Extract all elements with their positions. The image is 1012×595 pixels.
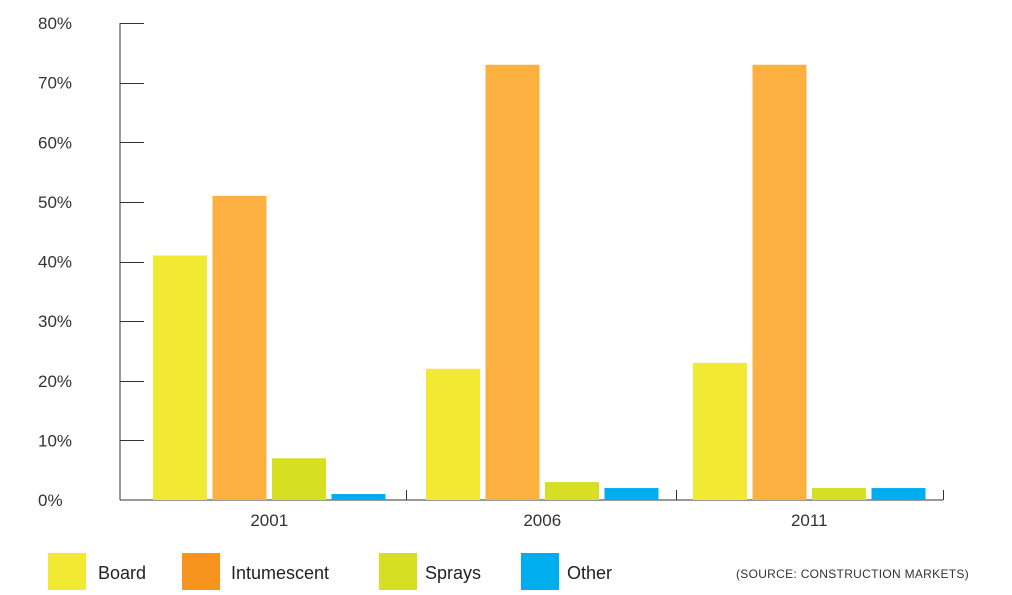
bar-intumescent-2006 <box>485 64 540 501</box>
legend-swatch <box>48 553 86 591</box>
y-tick-label: 80% <box>38 14 72 33</box>
bar-other-2001 <box>331 494 386 500</box>
bar-other-2011 <box>871 488 926 500</box>
y-tick-label: 40% <box>38 253 72 272</box>
x-tick-label: 2011 <box>791 511 828 530</box>
legend-swatch <box>182 553 220 591</box>
bar-sprays-2011 <box>812 488 866 500</box>
bars <box>153 64 926 501</box>
bar-intumescent-2001 <box>212 195 267 500</box>
legend-label: Sprays <box>425 563 481 583</box>
legend-item-intumescent: Intumescent <box>182 553 329 591</box>
y-tick-label: 60% <box>38 133 72 152</box>
bar-board-2011 <box>693 362 747 500</box>
legend-label: Other <box>567 563 612 583</box>
bar-board-2001 <box>153 255 207 500</box>
legend-label: Board <box>98 563 146 583</box>
legend-item-sprays: Sprays <box>379 553 481 591</box>
y-tick-label: 20% <box>38 372 72 391</box>
x-tick-label: 2001 <box>250 511 288 530</box>
y-tick-label: 10% <box>38 431 72 450</box>
source-note: (SOURCE: CONSTRUCTION MARKETS) <box>736 567 969 581</box>
legend-item-board: Board <box>48 553 146 591</box>
legend-label: Intumescent <box>231 563 329 583</box>
legend: Board Intumescent Sprays Other <box>48 553 612 591</box>
bar-sprays-2001 <box>272 458 326 500</box>
y-tick-label: 50% <box>38 193 72 212</box>
bar-other-2006 <box>604 488 659 500</box>
bar-board-2006 <box>426 368 480 500</box>
axis-labels: 0% 10% 20% 30% 40% 50% 60% 70% 80% 2001 2006 2011 <box>38 14 828 530</box>
bar-intumescent-2011 <box>752 64 807 501</box>
y-tick-label: 70% <box>38 74 72 93</box>
bar-sprays-2006 <box>545 482 599 500</box>
y-tick-label: 0% <box>38 491 63 510</box>
legend-swatch <box>521 553 559 591</box>
x-tick-label: 2006 <box>523 511 561 530</box>
y-tick-label: 30% <box>38 312 72 331</box>
legend-item-other: Other <box>521 553 612 591</box>
legend-swatch <box>379 553 417 591</box>
